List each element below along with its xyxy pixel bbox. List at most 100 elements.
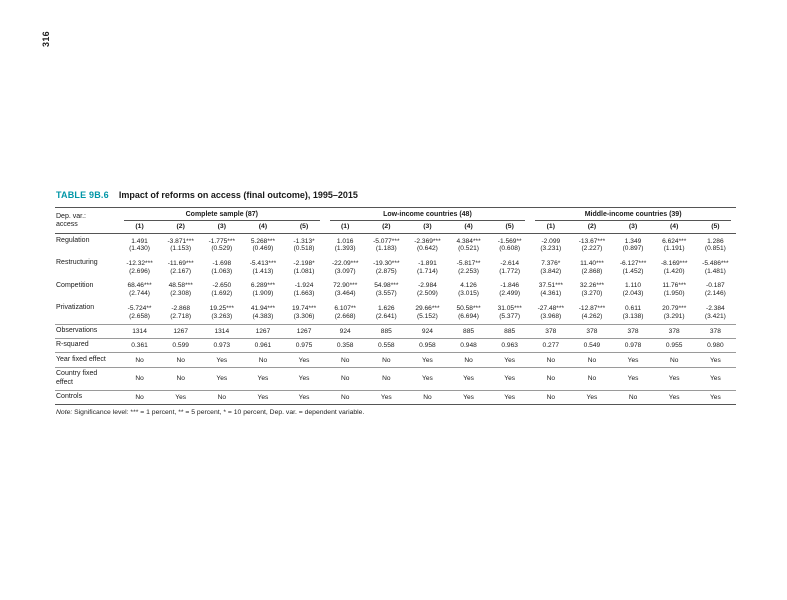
statistic-cell: 378: [571, 323, 613, 339]
coefficient-cell: -2.868: [171, 304, 191, 312]
statistic-cell: 0.978: [612, 337, 654, 353]
coefficient-cell: 1.016: [336, 237, 354, 245]
coefficient-row: Privatization -5.724** -2.868 19.25*** 41.94…: [55, 301, 736, 312]
coefficient-cell: 50.58***: [456, 304, 481, 312]
statistic-cell: 0.558: [365, 337, 407, 353]
statistic-cell: Yes: [406, 366, 448, 391]
statistic-label: Controls: [55, 389, 119, 405]
coefficient-cell: 1.349: [624, 237, 642, 245]
standard-error-cell: (1.063): [211, 267, 233, 275]
coefficient-cell: 19.74***: [291, 304, 317, 312]
coefficient-cell: 11.40***: [580, 260, 604, 268]
column-number: (5): [694, 221, 736, 234]
standard-error-cell: (0.851): [704, 245, 726, 253]
standard-error-cell: (2.146): [704, 290, 726, 298]
coefficient-cell: -0.187: [706, 282, 725, 290]
column-number: (5): [283, 221, 325, 234]
coefficient-cell: -2.198*: [293, 260, 315, 268]
statistic-cell: No: [571, 366, 613, 391]
row-label: Privatization: [56, 304, 95, 312]
statistic-cell: 0.358: [324, 337, 366, 353]
statistic-row: Country fixed effect No No Yes Yes Yes No No Yes…: [55, 366, 736, 391]
coefficient-cell: -2.369***: [414, 237, 441, 245]
statistic-cell: Yes: [283, 389, 325, 405]
statistic-cell: Yes: [694, 389, 736, 405]
statistic-cell: 1314: [201, 323, 243, 339]
column-number: (1): [530, 221, 572, 234]
statistic-cell: Yes: [283, 352, 325, 368]
standard-error-cell: (0.518): [293, 245, 315, 253]
statistic-cell: No: [119, 389, 161, 405]
statistic-row: Year fixed effect No No Yes No Yes No No Yes No Ye…: [55, 352, 736, 368]
coefficient-cell: 32.26***: [579, 282, 605, 290]
statistic-cell: No: [571, 352, 613, 368]
statistic-cell: No: [612, 389, 654, 405]
coefficient-cell: 1.491: [131, 237, 148, 245]
statistic-cell: Yes: [448, 389, 490, 405]
coefficient-cell: 0.611: [625, 304, 642, 312]
standard-error-cell: (1.153): [170, 245, 192, 253]
statistic-cell: No: [365, 352, 407, 368]
standard-error-cell: (1.413): [252, 267, 274, 275]
standard-error-cell: (2.043): [622, 290, 644, 298]
standard-error-cell: (3.263): [211, 312, 233, 320]
statistic-cell: 885: [448, 323, 490, 339]
coefficient-cell: 4.384***: [456, 237, 481, 245]
column-number: (4): [653, 221, 695, 234]
coefficient-cell: -6.127***: [619, 260, 647, 268]
statistic-cell: 1267: [160, 323, 202, 339]
standard-error-cell: (3.138): [622, 312, 644, 320]
statistic-cell: 0.980: [694, 337, 736, 353]
standard-error-cell: (1.420): [663, 267, 685, 275]
statistic-cell: No: [201, 389, 243, 405]
standard-error-cell: (5.152): [416, 312, 438, 320]
standard-error-cell: (0.608): [499, 245, 521, 253]
statistic-cell: No: [324, 389, 366, 405]
coefficient-cell: 6.289***: [250, 282, 276, 290]
standard-error-cell: (4.262): [581, 312, 603, 320]
statistic-cell: Yes: [489, 352, 531, 368]
statistic-cell: No: [530, 389, 572, 405]
standard-error-cell: (3.231): [540, 245, 562, 253]
statistic-row: R-squared 0.361 0.599 0.973 0.961 0.975 0.358 0…: [55, 337, 736, 353]
statistic-cell: 0.361: [119, 337, 161, 353]
statistic-cell: Yes: [612, 366, 654, 391]
standard-error-cell: (3.015): [458, 290, 480, 298]
coefficient-cell: -3.871***: [167, 237, 194, 245]
coefficient-cell: -5.817**: [456, 260, 481, 268]
statistic-cell: 1267: [283, 323, 325, 339]
column-number: (3): [612, 221, 654, 234]
standard-error-cell: (2.167): [170, 267, 192, 275]
column-number: (2): [365, 221, 407, 234]
coefficient-cell: -12.87***: [578, 304, 606, 312]
coefficient-cell: -11.69***: [167, 260, 194, 268]
statistic-cell: Yes: [365, 389, 407, 405]
group-header: Middle-income countries (39): [530, 208, 736, 221]
coefficient-row: Regulation 1.491 -3.871*** -1.775*** 5.268**…: [55, 234, 736, 246]
standard-error-cell: (6.694): [458, 312, 480, 320]
statistic-cell: 0.958: [406, 337, 448, 353]
column-number: (2): [160, 221, 202, 234]
coefficient-cell: -1.775***: [208, 237, 236, 245]
statistic-row: Controls No Yes No Yes Yes No Yes No Yes Yes No Yes N…: [55, 389, 736, 405]
statistic-cell: 885: [489, 323, 531, 339]
column-number: (5): [489, 221, 531, 234]
coefficient-cell: 68.46***: [127, 282, 152, 290]
row-label: Competition: [56, 281, 94, 289]
statistic-cell: Yes: [571, 389, 613, 405]
standard-error-cell: (2.875): [375, 267, 397, 275]
coefficient-cell: -5.724**: [127, 304, 152, 312]
statistic-cell: 0.973: [201, 337, 243, 353]
coefficient-cell: -2.099: [541, 237, 561, 245]
column-number: (4): [242, 221, 284, 234]
coefficient-cell: 29.66***: [415, 304, 440, 312]
standard-error-cell: (2.718): [170, 312, 192, 320]
coefficient-cell: -5.077***: [373, 237, 400, 245]
statistic-cell: Yes: [201, 352, 243, 368]
standard-error-cell: (1.430): [129, 245, 151, 253]
standard-error-cell: (3.557): [375, 290, 397, 298]
statistic-cell: Yes: [160, 389, 202, 405]
standard-error-cell: (2.499): [499, 290, 521, 298]
standard-error-cell: (3.842): [540, 267, 562, 275]
table-title: Impact of reforms on access (final outco…: [118, 190, 358, 200]
